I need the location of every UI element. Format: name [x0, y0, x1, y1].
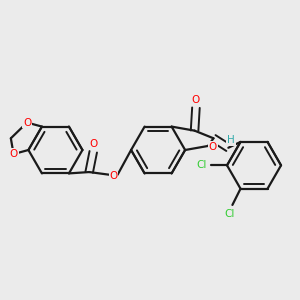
- Text: O: O: [192, 95, 200, 105]
- Text: O: O: [9, 149, 18, 159]
- Text: Cl: Cl: [196, 160, 206, 170]
- Text: O: O: [89, 139, 98, 149]
- Text: H: H: [227, 135, 235, 145]
- Text: O: O: [23, 118, 31, 128]
- Text: Cl: Cl: [224, 209, 235, 219]
- Text: O: O: [209, 142, 217, 152]
- Text: O: O: [110, 171, 118, 181]
